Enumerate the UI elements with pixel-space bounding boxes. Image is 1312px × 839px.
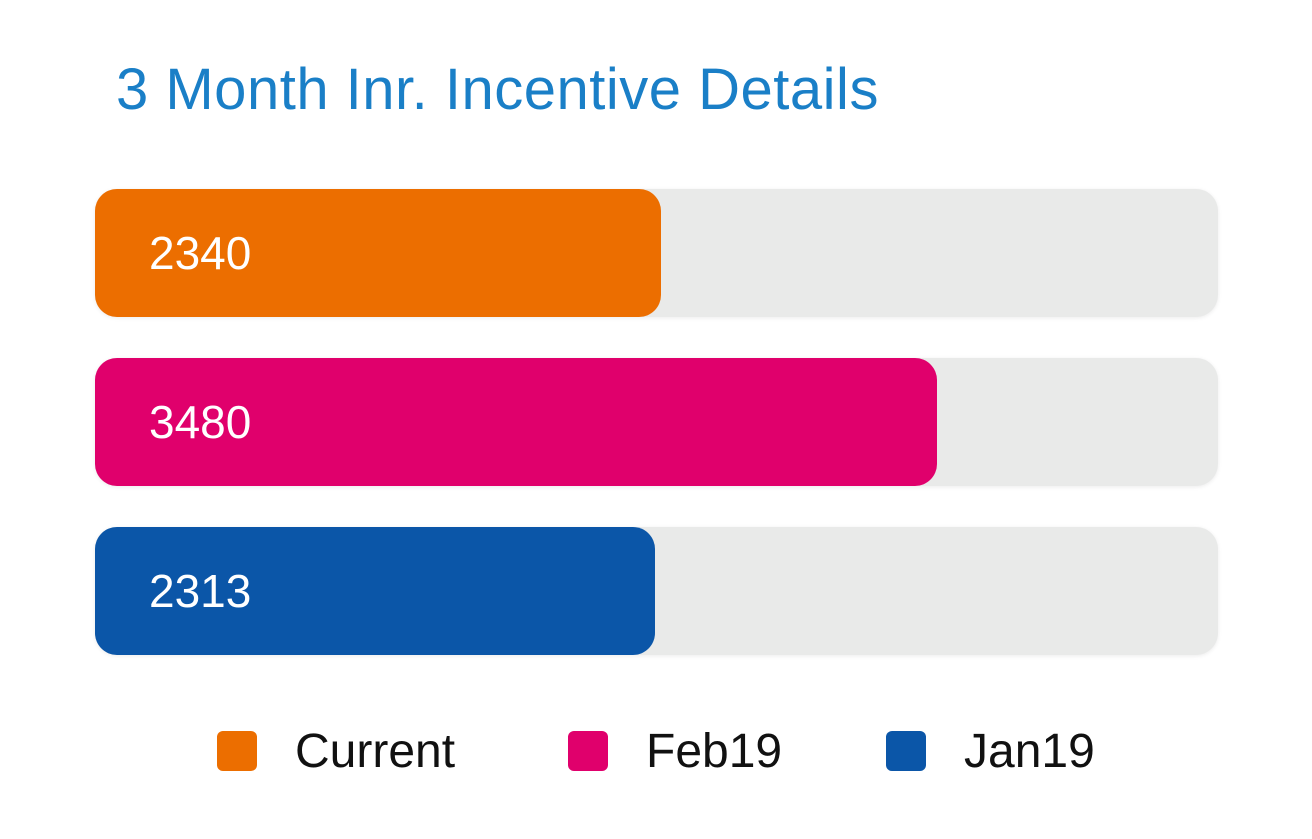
- legend-label: Jan19: [964, 725, 1095, 778]
- legend-swatch: [568, 731, 608, 771]
- legend-swatch: [886, 731, 926, 771]
- bar-feb19: 3480: [95, 358, 937, 486]
- chart-title: 3 Month Inr. Incentive Details: [116, 57, 879, 122]
- legend-label: Current: [295, 725, 456, 778]
- legend-label: Feb19: [646, 725, 783, 778]
- bar-jan19: 2313: [95, 527, 655, 655]
- bar-track-jan19: 2313: [95, 527, 1218, 655]
- bar-value-label: 3480: [149, 396, 252, 448]
- legend: Current Feb19 Jan19: [0, 720, 1312, 784]
- bar-current: 2340: [95, 189, 661, 317]
- bar-track-current: 2340: [95, 189, 1218, 317]
- bar-chart: 2340 3480 2313: [95, 189, 1218, 696]
- legend-swatch: [217, 731, 257, 771]
- bar-value-label: 2340: [149, 227, 252, 279]
- bar-value-label: 2313: [149, 565, 252, 617]
- bar-track-feb19: 3480: [95, 358, 1218, 486]
